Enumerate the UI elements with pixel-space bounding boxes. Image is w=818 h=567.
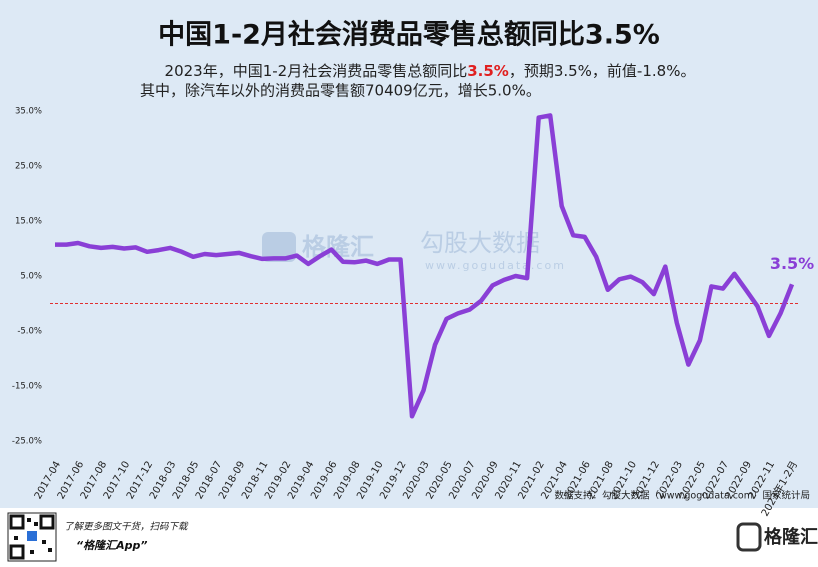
watermark-text: www.gogudata.com (425, 259, 566, 272)
y-tick-label: 25.0% (15, 162, 42, 172)
y-tick-label: -5.0% (17, 327, 42, 337)
value-label: 3.5% (770, 254, 814, 273)
subtitle2: 其中，除汽车以外的消费品零售额70409亿元，增长5.0%。 (140, 82, 541, 100)
source: 数据支持：勾股大数据（www.gogudata.com）国家统计局 (554, 490, 810, 502)
y-tick-label: -25.0% (12, 437, 42, 447)
watermark-icon (262, 232, 296, 262)
y-tick-label: 15.0% (15, 217, 42, 227)
watermark: 格隆汇 勾股大数据 www.gogudata.com (262, 229, 566, 272)
y-tick-label: 35.0% (15, 107, 42, 117)
y-tick-label: -15.0% (12, 382, 42, 392)
subtitle-highlight: 3.5% (467, 62, 509, 80)
footer-band (0, 508, 818, 567)
qr-code (7, 512, 57, 562)
line (55, 113, 795, 419)
logo-icon (736, 522, 762, 552)
subtitle-part: ，预期3.5%，前值-1.8%。 (509, 62, 696, 80)
footer-app: “格隆汇App” (76, 539, 147, 552)
chart-title: 中国1-2月社会消费品零售总额同比3.5% (158, 19, 660, 51)
logo-text: 格隆汇 (764, 526, 818, 548)
watermark-text: 勾股大数据 (420, 229, 540, 257)
subtitle-part: 2023年，中国1-2月社会消费品零售总额同比 (165, 62, 468, 80)
y-tick-label: 5.0% (20, 272, 42, 282)
footer-text: 了解更多图文干货，扫码下载 (64, 521, 189, 533)
subtitle: 2023年，中国1-2月社会消费品零售总额同比3.5%，预期3.5%，前值-1.… (165, 62, 696, 80)
